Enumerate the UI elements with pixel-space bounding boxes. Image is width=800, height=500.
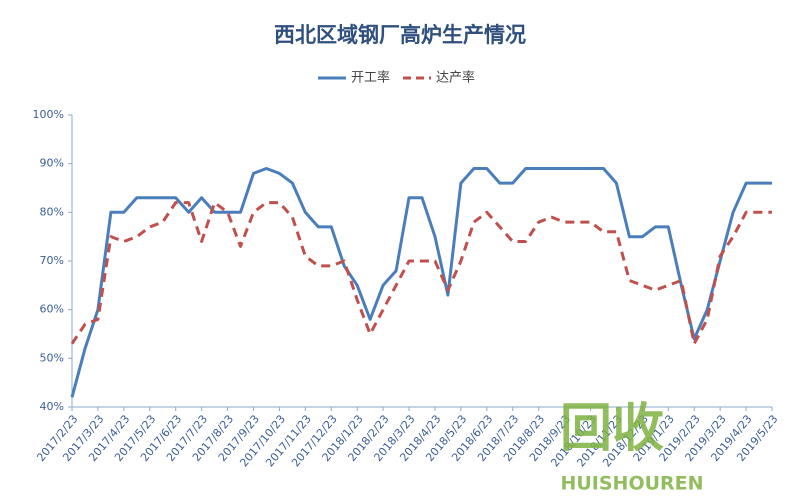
y-tick-label: 80% [40,205,64,218]
y-tick-label: 60% [40,303,64,316]
y-tick-label: 40% [40,400,64,413]
y-tick-label: 50% [40,351,64,364]
watermark-sub: HUISHOUREN [560,473,703,495]
series-line [70,167,772,398]
chart-title: 西北区域钢厂高炉生产情况 [274,23,526,47]
legend-label: 开工率 [351,70,390,86]
y-tick-label: 70% [40,254,64,267]
series-line [70,201,772,346]
watermark: 回收 [560,399,664,459]
y-tick-label: 100% [33,108,64,121]
legend-label: 达产率 [436,70,475,86]
y-tick-label: 90% [40,157,64,170]
